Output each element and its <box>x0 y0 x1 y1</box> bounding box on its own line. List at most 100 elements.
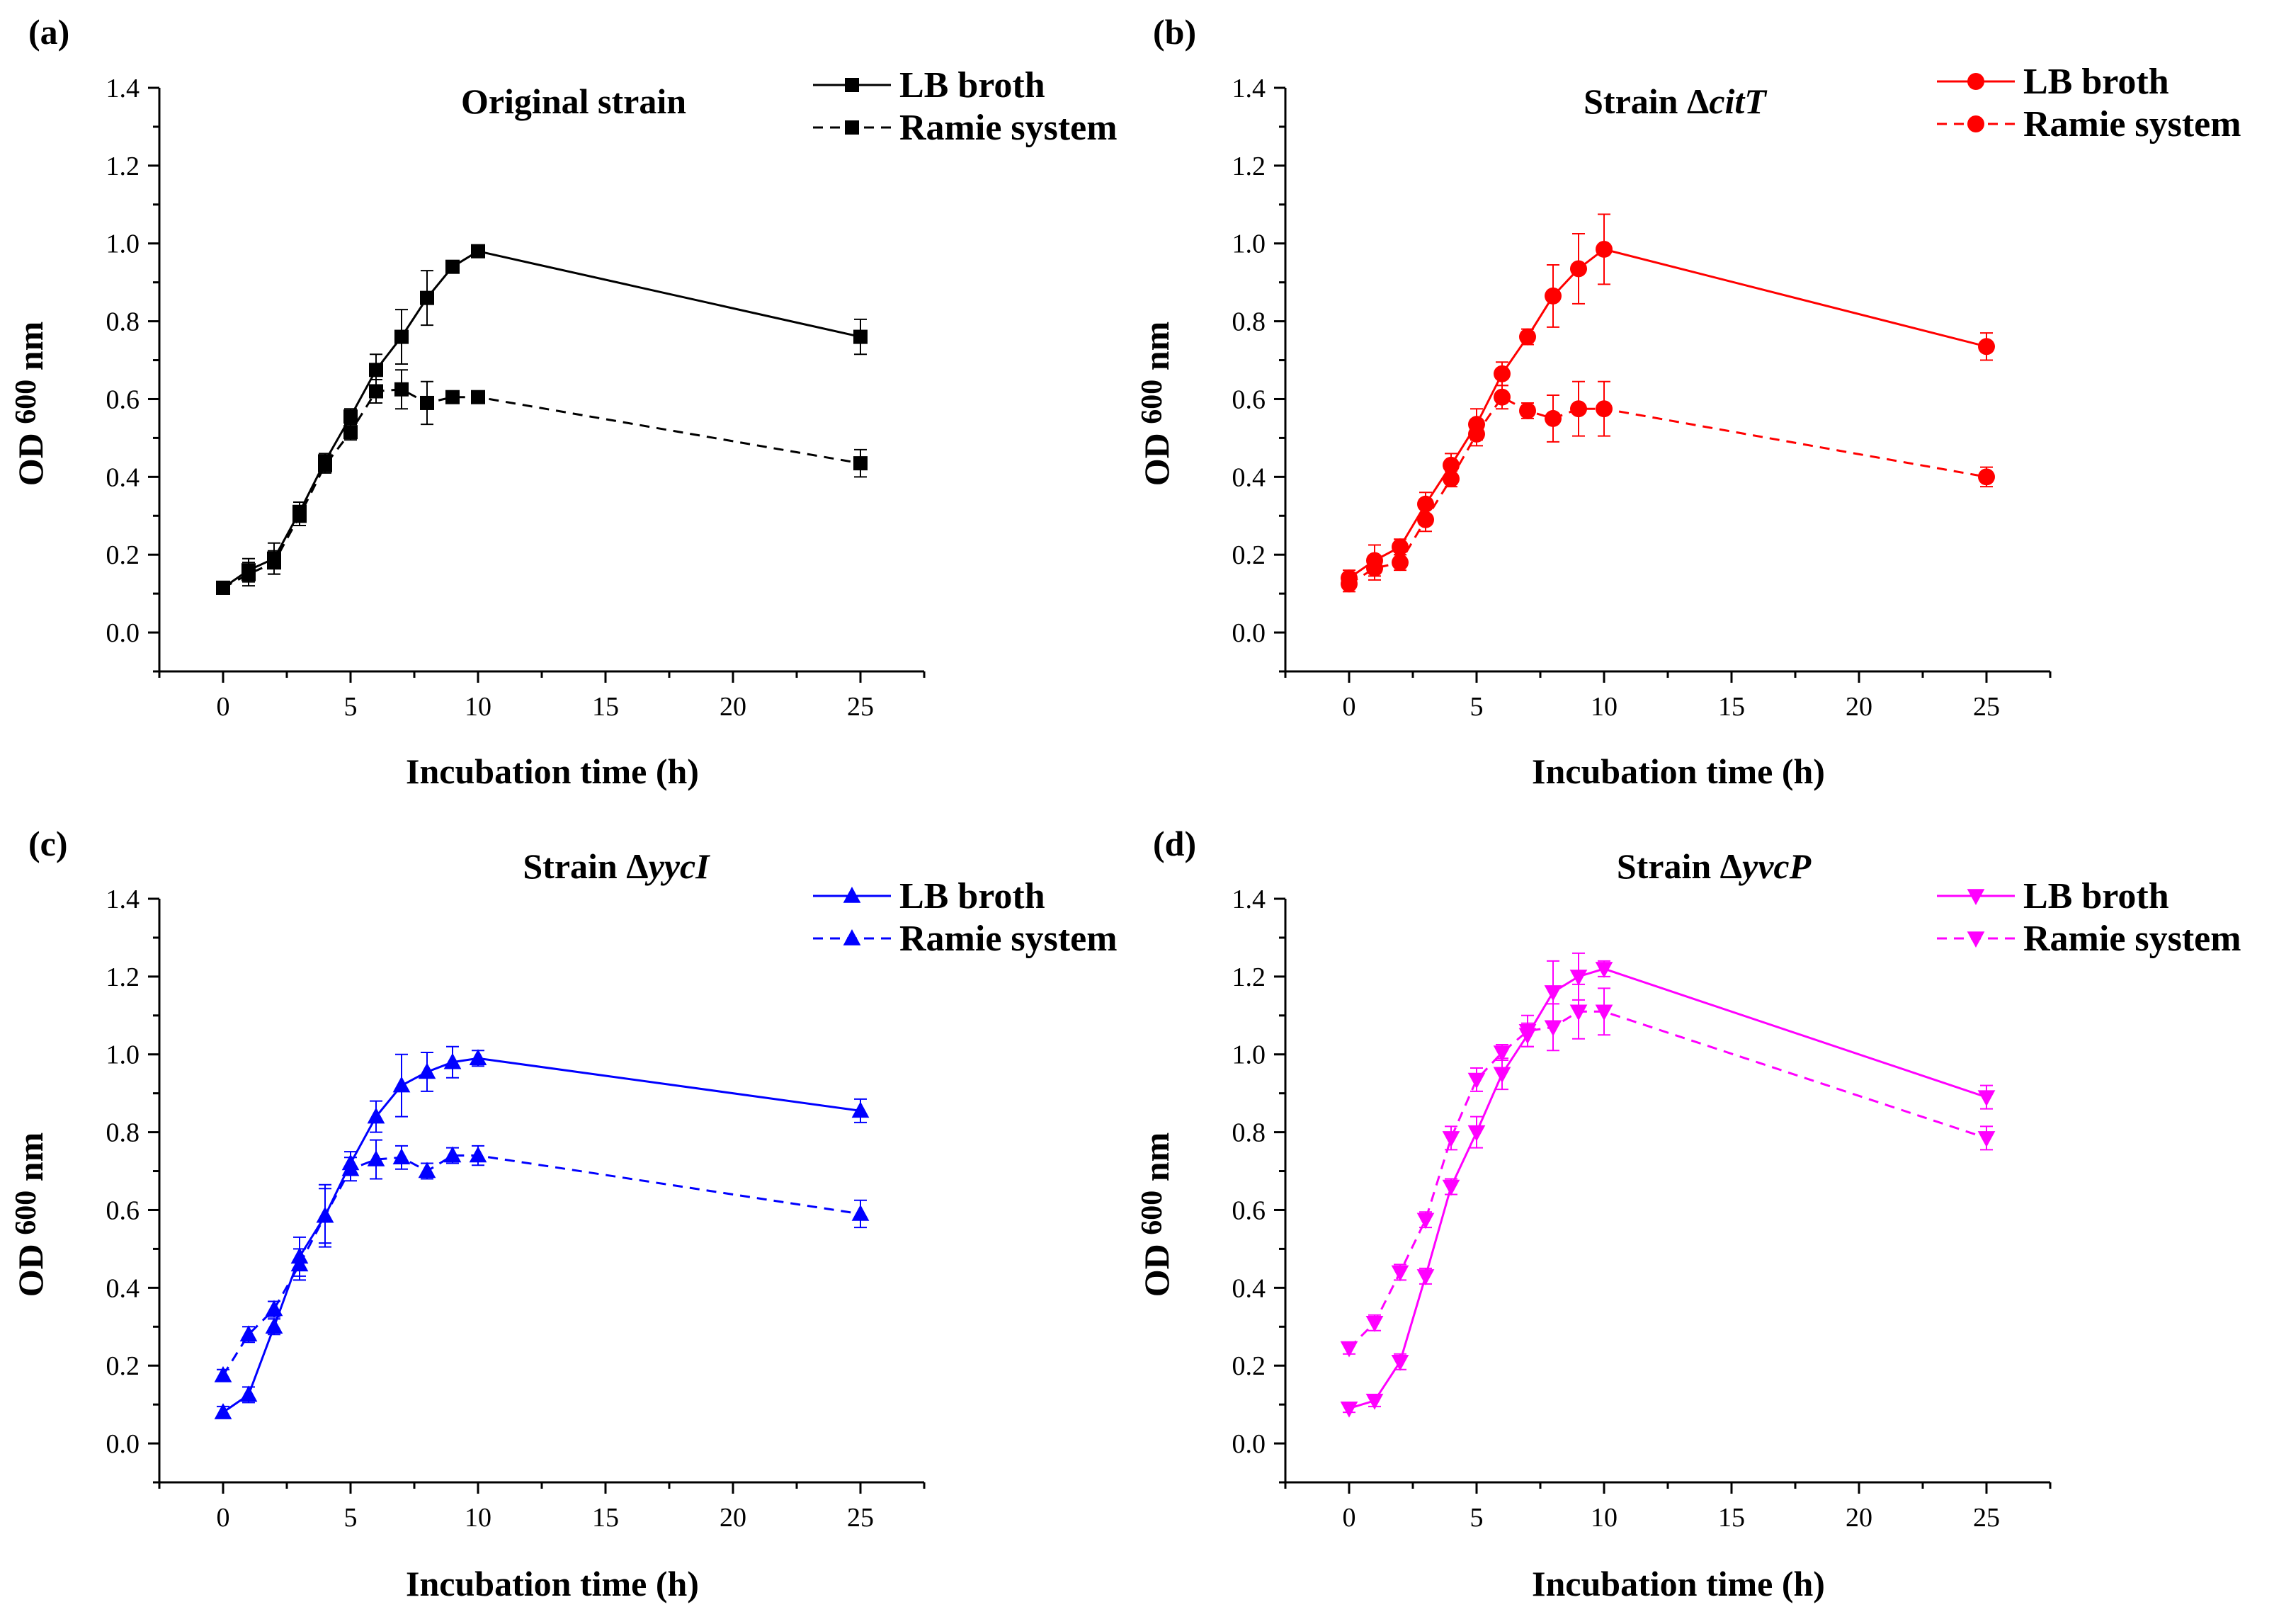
legend-marker <box>845 120 859 135</box>
y-tick-label: 0.6 <box>1232 1196 1266 1225</box>
svg-text:OD 600 nm: OD 600 nm <box>1136 322 1176 486</box>
y-axis-title: OD 600 nm <box>10 322 50 486</box>
data-point-lb-broth <box>1596 240 1613 258</box>
y-tick-label: 0.8 <box>106 307 140 337</box>
data-point-lb-broth <box>367 1107 385 1124</box>
data-point-lb-broth <box>851 1101 870 1118</box>
legend-sample <box>1937 73 2015 90</box>
data-point-ramie-system <box>1416 1213 1435 1230</box>
y-tick-label: 0.0 <box>106 1429 140 1459</box>
legend-entry-ramie-system: Ramie system <box>1937 104 2241 144</box>
legend-sample <box>813 120 891 135</box>
data-point-ramie-system <box>1467 1072 1486 1089</box>
series-line-ramie-system <box>1348 395 1987 585</box>
data-point-lb-broth <box>1340 1401 1358 1418</box>
legend-label: LB broth <box>899 876 1045 916</box>
data-point-ramie-system <box>1569 1004 1588 1021</box>
data-point-lb-broth <box>1545 287 1562 305</box>
data-point-ramie-system <box>1518 1024 1537 1040</box>
legend-marker <box>1967 115 1984 132</box>
data-point-lb-broth <box>265 1317 283 1334</box>
data-point-lb-broth <box>443 1052 462 1069</box>
y-tick-label: 1.2 <box>106 152 140 181</box>
data-point-lb-broth <box>1519 328 1536 346</box>
data-point-ramie-system <box>1494 388 1511 406</box>
data-point-ramie-system <box>1365 1316 1384 1332</box>
data-point-ramie-system <box>1493 1045 1511 1062</box>
legend: LB broth Ramie system <box>813 65 1118 148</box>
data-point-ramie-system <box>1545 409 1562 427</box>
x-tick-label: 25 <box>1973 692 2000 722</box>
x-axis-title: Incubation time (h) <box>1532 1564 1825 1603</box>
data-point-lb-broth <box>1569 970 1588 986</box>
plot-area: 0 5 10 15 20 25 0.0 0.2 0.4 0.6 0.8 1.0 1.2 1.4 <box>1232 885 2052 1533</box>
data-point-lb-broth <box>394 329 409 344</box>
legend-entry-ramie-system: Ramie system <box>813 108 1118 148</box>
legend-marker <box>843 887 861 903</box>
y-tick-label: 0.6 <box>106 385 140 414</box>
svg-text:OD 600 nm: OD 600 nm <box>1136 1132 1176 1297</box>
data-point-lb-broth <box>469 1049 487 1065</box>
data-point-ramie-system <box>239 1325 258 1342</box>
data-point-lb-broth <box>418 1062 436 1079</box>
data-point-ramie-system <box>341 1159 360 1176</box>
panel-b: (b) Strain ΔcitT Incubation time (h) OD … <box>1136 12 2241 791</box>
series-line-lb-broth <box>1348 248 1987 579</box>
legend-marker <box>845 78 859 92</box>
x-tick-label: 10 <box>1591 1503 1618 1533</box>
data-point-lb-broth <box>1443 456 1460 474</box>
x-tick-label: 5 <box>1470 1503 1484 1533</box>
y-tick-label: 0.2 <box>106 1351 140 1381</box>
y-tick-label: 0.4 <box>1232 1273 1266 1303</box>
legend-marker <box>1967 889 1985 905</box>
legend-label: Ramie system <box>2023 919 2241 959</box>
data-point-lb-broth <box>1391 1354 1409 1371</box>
x-axis-title: Incubation time (h) <box>1532 751 1825 791</box>
data-point-ramie-system <box>267 555 281 570</box>
data-point-ramie-system <box>471 390 485 404</box>
plot-area: 0 5 10 15 20 25 0.0 0.2 0.4 0.6 0.8 1.0 1.2 1.4 <box>106 885 926 1533</box>
legend-sample <box>813 887 891 903</box>
data-point-ramie-system <box>316 1206 334 1223</box>
panel-c: (c) Strain ΔyycI Incubation time (h) OD … <box>10 824 1118 1603</box>
legend-sample <box>813 78 891 92</box>
data-point-ramie-system <box>343 425 358 440</box>
data-point-ramie-system <box>1417 511 1434 528</box>
legend-entry-ramie-system: Ramie system <box>813 919 1118 959</box>
data-point-ramie-system <box>1596 400 1613 418</box>
data-point-lb-broth <box>1977 1090 1996 1107</box>
data-point-ramie-system <box>1340 1341 1358 1358</box>
x-axis-title: Incubation time (h) <box>406 751 699 791</box>
data-point-ramie-system <box>420 395 434 410</box>
data-point-ramie-system <box>851 1204 870 1221</box>
legend-entry-lb-broth: LB broth <box>1937 62 2169 102</box>
data-point-ramie-system <box>1442 1131 1460 1147</box>
data-point-ramie-system <box>367 1150 385 1166</box>
series-line-lb-broth <box>222 1057 861 1414</box>
legend-entry-lb-broth: LB broth <box>813 876 1045 916</box>
y-tick-label: 0.0 <box>106 618 140 648</box>
svg-text:OD 600 nm: OD 600 nm <box>10 322 50 486</box>
data-point-lb-broth <box>1544 985 1562 1001</box>
panel-label: (b) <box>1153 12 1196 52</box>
y-tick-label: 1.2 <box>1232 963 1266 992</box>
data-point-lb-broth <box>1365 1393 1384 1410</box>
data-point-ramie-system <box>241 567 256 581</box>
data-point-ramie-system <box>443 1146 462 1163</box>
chart-title: Strain ΔyycI <box>523 846 710 886</box>
plot-area: 0 5 10 15 20 25 0.0 0.2 0.4 0.6 0.8 1.0 1.2 1.4 <box>1232 74 2052 722</box>
x-tick-label: 20 <box>1846 1503 1872 1533</box>
data-point-ramie-system <box>1570 400 1587 418</box>
y-tick-label: 1.4 <box>1232 74 1266 103</box>
y-tick-label: 0.4 <box>1232 462 1266 492</box>
y-tick-label: 0.4 <box>106 462 140 492</box>
x-tick-label: 25 <box>847 1503 874 1533</box>
legend-entry-ramie-system: Ramie system <box>1937 919 2241 959</box>
data-point-ramie-system <box>1366 560 1383 577</box>
legend-label: Ramie system <box>899 919 1118 959</box>
data-point-ramie-system <box>1468 425 1485 443</box>
data-point-ramie-system <box>853 456 868 471</box>
chart-title: Strain ΔcitT <box>1584 81 1768 121</box>
data-point-lb-broth <box>1416 1269 1435 1285</box>
